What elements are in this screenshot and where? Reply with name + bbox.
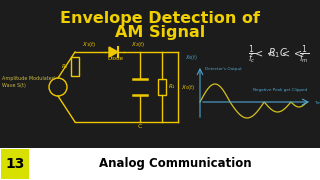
- Text: $<<$: $<<$: [279, 48, 302, 58]
- Text: 13: 13: [5, 157, 25, 171]
- Text: C: C: [138, 124, 142, 129]
- Text: $R_1C$: $R_1C$: [268, 46, 288, 60]
- Text: $R_1$: $R_1$: [168, 83, 176, 91]
- Text: $X_2(t)$: $X_2(t)$: [131, 40, 145, 49]
- Text: AM Signal: AM Signal: [115, 24, 205, 39]
- Polygon shape: [109, 47, 118, 57]
- Text: Amplitude Modulated
Wave S(t): Amplitude Modulated Wave S(t): [2, 76, 55, 88]
- Text: $<<$: $<<$: [252, 48, 276, 58]
- Text: $R_s$: $R_s$: [61, 62, 69, 71]
- Text: $X_1(t)$: $X_1(t)$: [82, 40, 96, 49]
- Text: $\frac{1}{f_c}$: $\frac{1}{f_c}$: [248, 44, 256, 66]
- Text: Envelope Detection of: Envelope Detection of: [60, 10, 260, 26]
- Text: Time $\rightarrow$: Time $\rightarrow$: [314, 98, 320, 105]
- Bar: [1, 149, 29, 179]
- Text: Diode: Diode: [108, 56, 124, 61]
- Text: Detector's Output: Detector's Output: [205, 67, 242, 71]
- Bar: [0, 148, 320, 180]
- Text: $X_0(t)$: $X_0(t)$: [181, 82, 196, 91]
- Text: Analog Communication: Analog Communication: [99, 158, 251, 170]
- Text: $\frac{1}{f_m}$: $\frac{1}{f_m}$: [299, 44, 309, 66]
- Text: Negative Peak get Clipped: Negative Peak get Clipped: [253, 88, 307, 92]
- Text: $X_0(t)$: $X_0(t)$: [185, 53, 198, 62]
